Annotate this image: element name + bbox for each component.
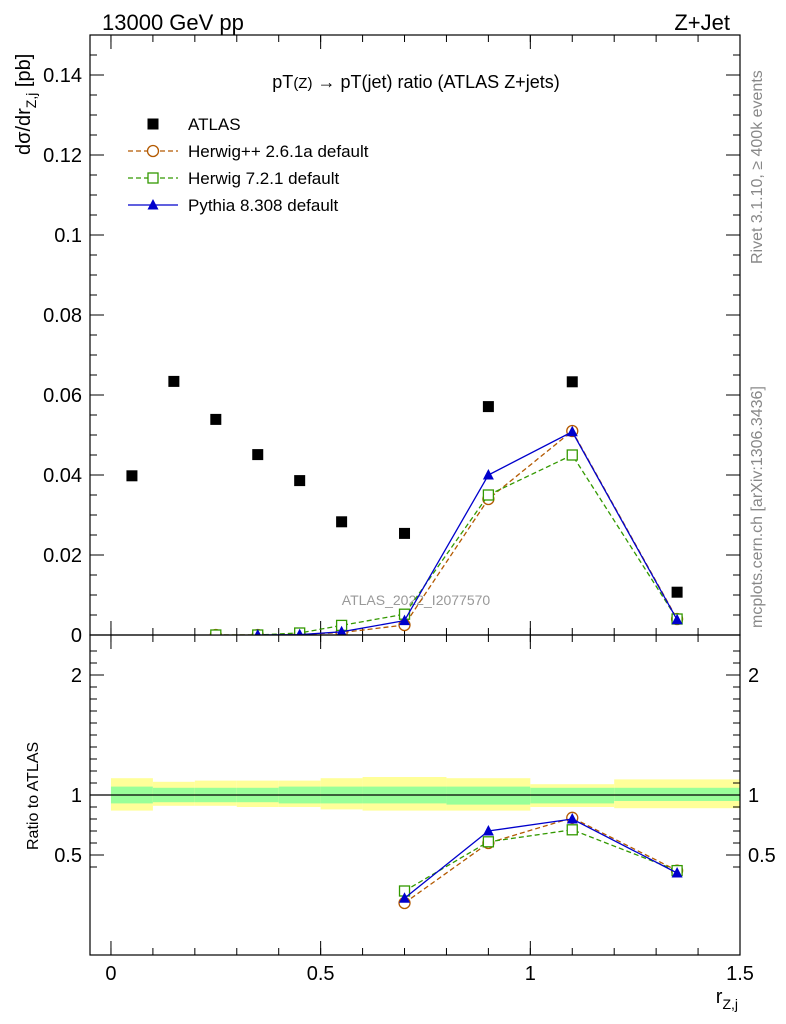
data-point bbox=[566, 376, 578, 388]
xlabel-main: r bbox=[716, 986, 723, 1008]
data-point bbox=[566, 449, 578, 461]
legend-marker bbox=[147, 199, 159, 210]
series-2 bbox=[210, 449, 683, 635]
ratio-point bbox=[566, 813, 578, 824]
ratio-bands bbox=[110, 777, 740, 811]
legend-item: ATLAS bbox=[147, 115, 241, 134]
data-point bbox=[482, 401, 494, 413]
legend-item: Pythia 8.308 default bbox=[128, 196, 339, 215]
x-tick-label: 1.5 bbox=[726, 963, 754, 985]
ratio-ylabel: Ratio to ATLAS bbox=[25, 742, 42, 850]
y-tick-label: 0.14 bbox=[43, 65, 82, 87]
legend-label: Herwig++ 2.6.1a default bbox=[188, 142, 369, 161]
ratio-series-1 bbox=[398, 824, 683, 897]
ratio-series bbox=[398, 811, 684, 910]
legend: ATLAS Herwig++ 2.6.1a default Herwig 7.2.1… bbox=[128, 115, 369, 215]
legend-label: ATLAS bbox=[188, 115, 241, 134]
y-tick-label: 0.12 bbox=[43, 145, 82, 167]
data-point bbox=[126, 470, 138, 482]
legend-marker bbox=[147, 118, 159, 130]
y-tick-label: 0.08 bbox=[43, 305, 82, 327]
data-point bbox=[252, 449, 264, 461]
main-panel: 00.020.040.060.080.10.120.14 ATLAS_2022_… bbox=[13, 34, 741, 647]
chart-title: pT(Z) → pT(jet) ratio (ATLAS Z+jets) bbox=[272, 72, 559, 92]
legend-item: Herwig 7.2.1 default bbox=[128, 169, 339, 188]
x-tick-label: 0.5 bbox=[307, 963, 335, 985]
y-tick-label: 0 bbox=[71, 625, 82, 647]
data-point bbox=[336, 625, 347, 635]
y-tick-label: 0.06 bbox=[43, 385, 82, 407]
ratio-y-tick-label: 1 bbox=[71, 785, 82, 807]
x-tick-label: 0 bbox=[105, 963, 116, 985]
data-point bbox=[399, 614, 411, 626]
series-0 bbox=[126, 375, 683, 598]
ratio-series-0 bbox=[398, 811, 684, 910]
ratio-y-tick-label-right: 2 bbox=[748, 665, 759, 687]
data-point bbox=[294, 475, 306, 487]
ylabel-unit: [pb] bbox=[13, 54, 35, 93]
title-main: pT bbox=[272, 72, 293, 92]
title-arrow: → bbox=[312, 72, 340, 92]
x-tick-label: 1 bbox=[525, 963, 536, 985]
title-rest: pT(jet) ratio (ATLAS Z+jets) bbox=[340, 72, 559, 92]
data-point bbox=[336, 516, 348, 528]
legend-marker bbox=[147, 172, 159, 184]
y-tick-label: 0.04 bbox=[43, 465, 82, 487]
main-series bbox=[126, 375, 684, 635]
main-ylabel: dσ/drZ,j [pb] bbox=[13, 54, 39, 155]
ratio-series-2 bbox=[399, 813, 683, 903]
ratio-y-tick-label-right: 0.5 bbox=[748, 845, 776, 867]
main-ticks: 0 0.02 0.04 0.06 0.08 0.1 0.12 0.14 bbox=[43, 34, 741, 647]
data-point bbox=[399, 527, 411, 539]
series-1 bbox=[209, 424, 684, 635]
data-point bbox=[210, 413, 222, 425]
legend-marker bbox=[146, 144, 160, 158]
ratio-line bbox=[404, 817, 678, 904]
y-tick-label: 0.02 bbox=[43, 545, 82, 567]
data-point bbox=[210, 629, 222, 635]
ratio-panel: 0.5 0.5 1 1 2 2 0 0.5 1 1.5 Ratio to ATLAS rZ,j bbox=[25, 634, 776, 1012]
data-point bbox=[296, 628, 304, 635]
ylabel-sub: Z,j bbox=[23, 93, 39, 109]
ratio-point bbox=[399, 892, 411, 903]
data-point bbox=[566, 425, 578, 437]
legend-label: Pythia 8.308 default bbox=[188, 196, 339, 215]
ratio-xlabel: rZ,j bbox=[716, 986, 738, 1012]
y-tick-label: 0.1 bbox=[54, 225, 82, 247]
ratio-point bbox=[671, 867, 683, 878]
data-point bbox=[671, 586, 683, 598]
ratio-y-tick-label-right: 1 bbox=[748, 785, 759, 807]
mcplots-label: mcplots.cern.ch [arXiv:1306.3436] bbox=[749, 386, 766, 628]
data-point bbox=[168, 375, 180, 387]
header-right: Z+Jet bbox=[674, 10, 730, 35]
ylabel-main: dσ/dr bbox=[13, 108, 35, 155]
ratio-line bbox=[404, 829, 678, 892]
legend-item: Herwig++ 2.6.1a default bbox=[128, 142, 369, 161]
data-point bbox=[254, 629, 261, 635]
ratio-point bbox=[566, 824, 578, 836]
data-point bbox=[482, 469, 494, 480]
ratio-line bbox=[404, 818, 678, 899]
legend-label: Herwig 7.2.1 default bbox=[188, 169, 339, 188]
rivet-label: Rivet 3.1.10, ≥ 400k events bbox=[749, 70, 766, 264]
ratio-y-tick-label: 0.5 bbox=[54, 845, 82, 867]
ratio-ticks: 0.5 0.5 1 1 2 2 0 0.5 1 1.5 bbox=[54, 635, 776, 985]
ratio-point bbox=[482, 836, 495, 848]
ratio-point bbox=[482, 825, 494, 836]
data-point bbox=[482, 489, 495, 501]
header-left: 13000 GeV pp bbox=[102, 10, 244, 35]
series-line bbox=[215, 454, 678, 635]
xlabel-sub: Z,j bbox=[722, 996, 738, 1012]
title-sub: (Z) bbox=[293, 75, 312, 92]
ratio-y-tick-label: 2 bbox=[71, 665, 82, 687]
data-point bbox=[671, 613, 683, 625]
